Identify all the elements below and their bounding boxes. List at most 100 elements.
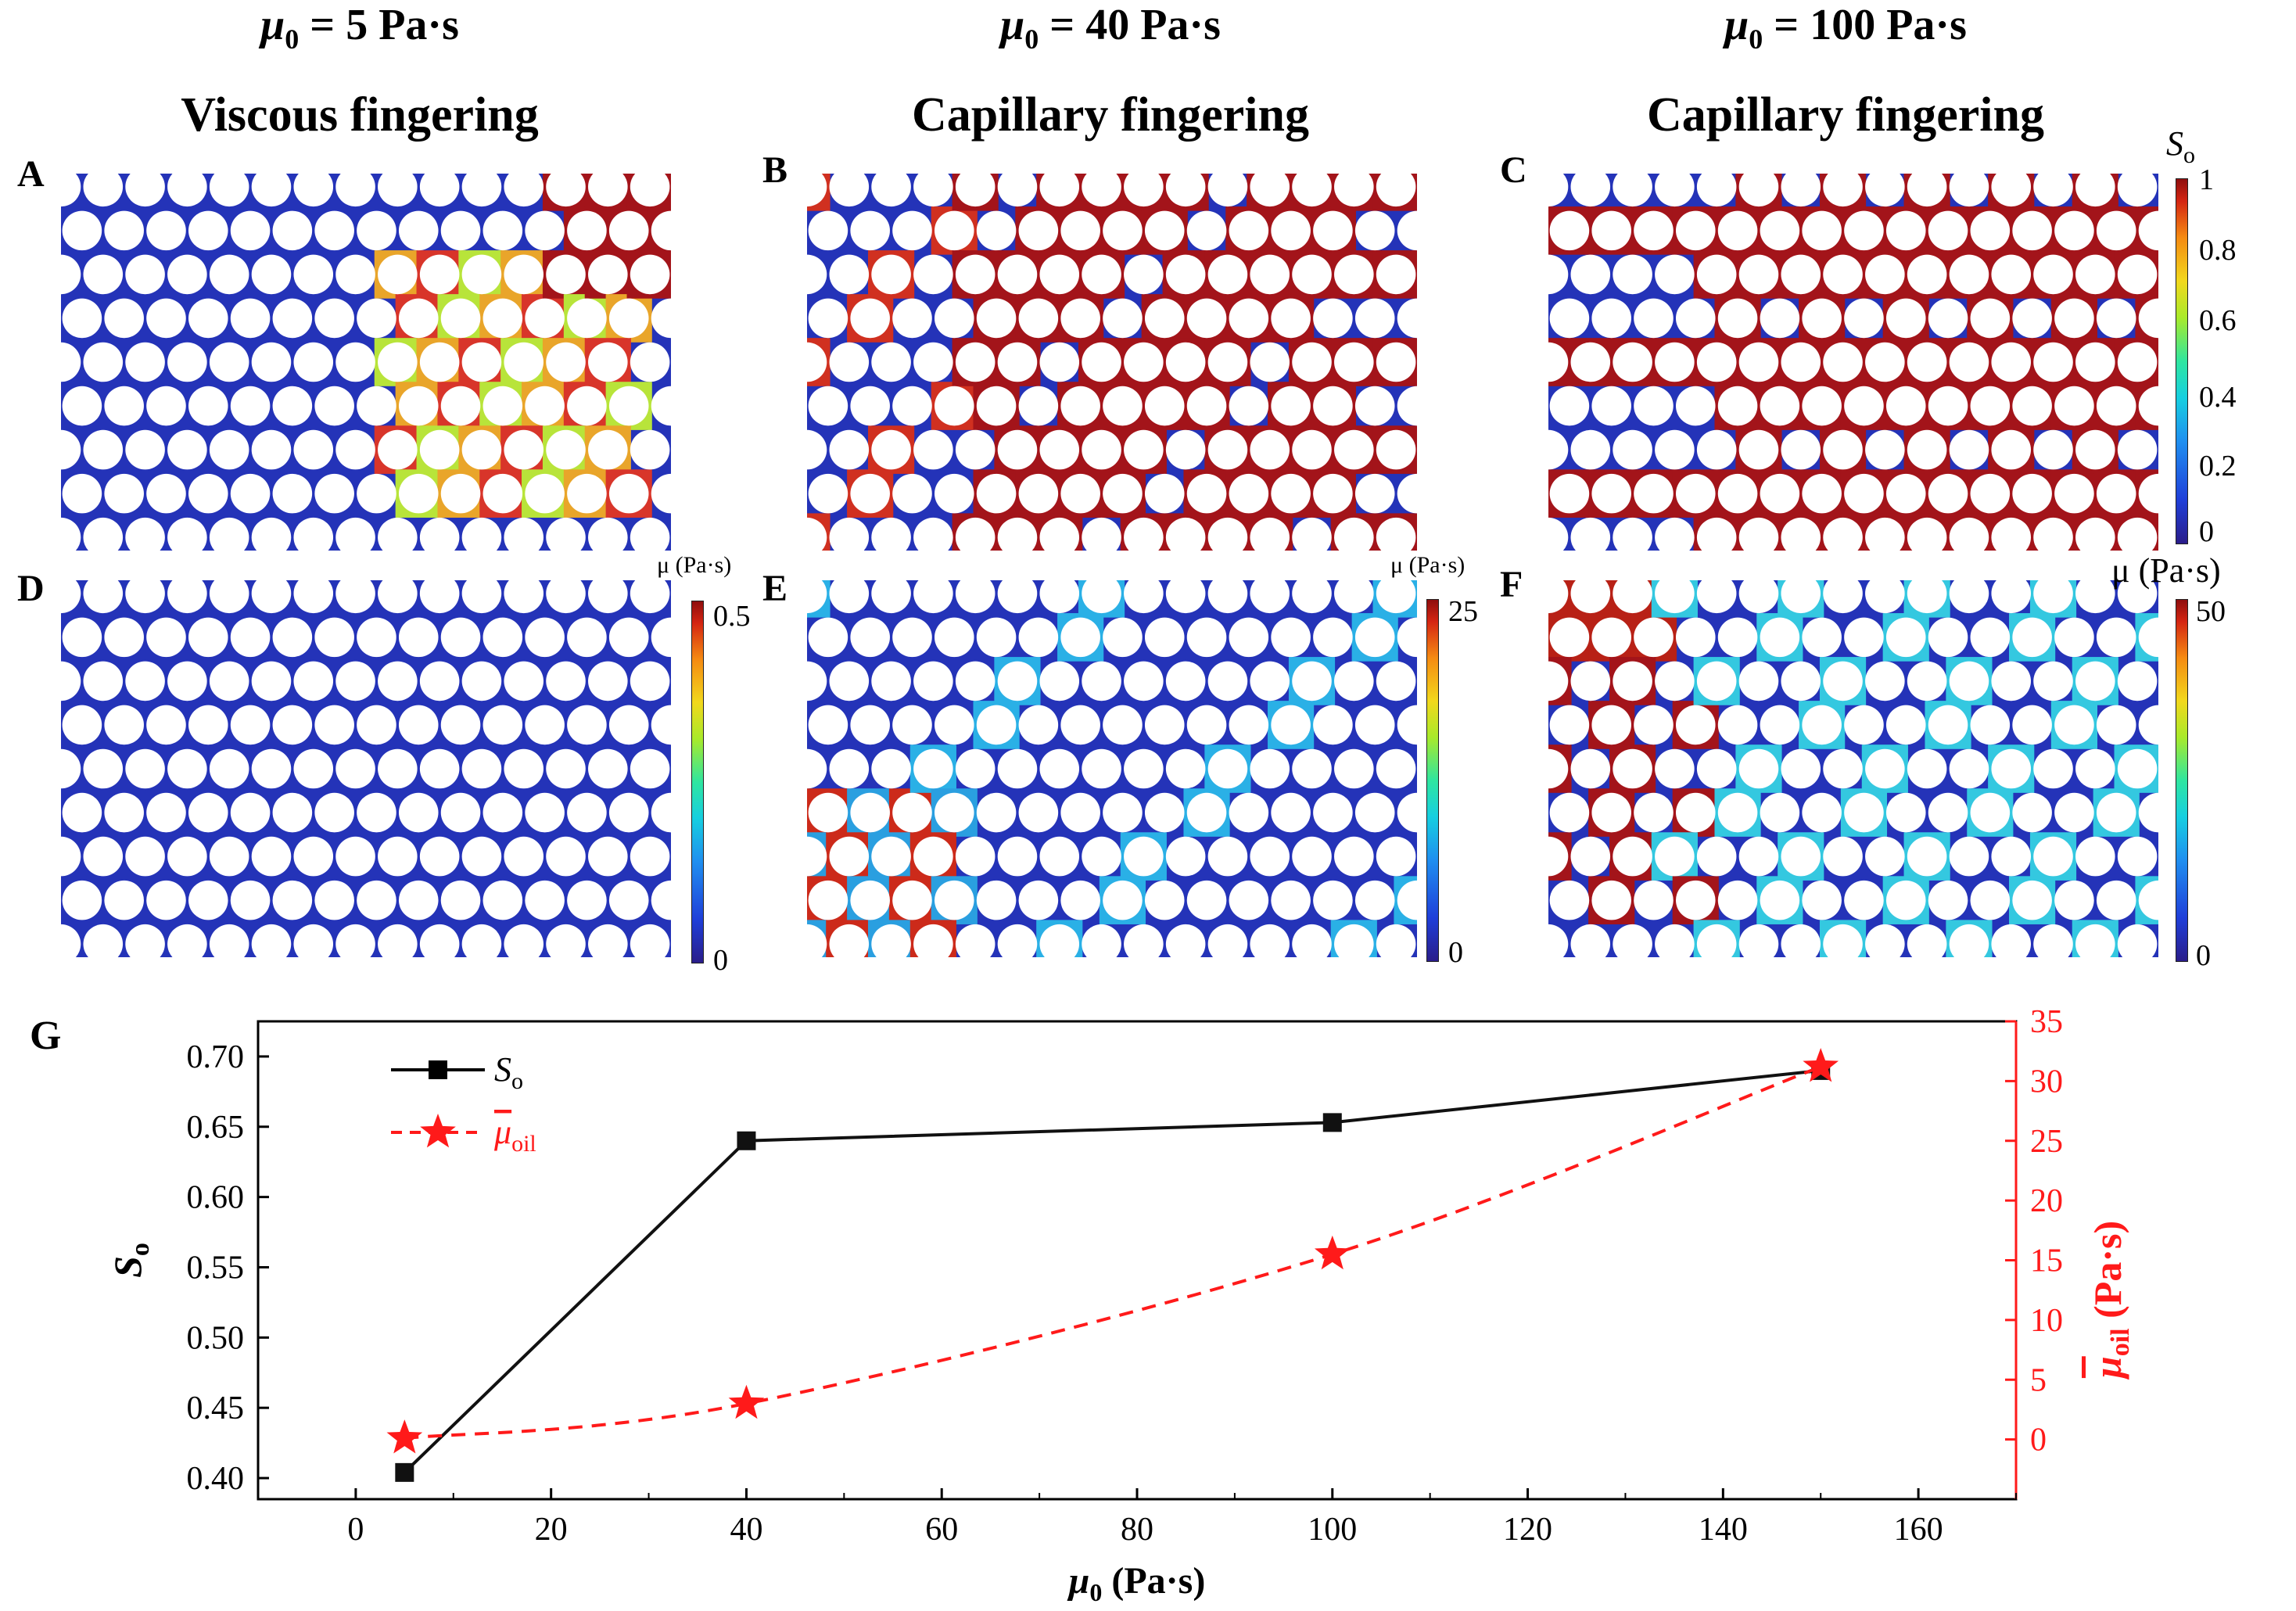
grain (1354, 386, 1395, 426)
grain (1781, 836, 1821, 877)
grain (1781, 342, 1821, 382)
grain (335, 429, 375, 470)
grain (1823, 174, 1863, 207)
grain (567, 880, 607, 920)
grain (807, 580, 827, 614)
grain (1186, 298, 1227, 339)
grain (1124, 517, 1164, 551)
grain (1207, 661, 1248, 701)
grain (1039, 661, 1080, 701)
grain (1397, 705, 1417, 745)
grain (1271, 705, 1311, 745)
grain (62, 705, 102, 745)
grain (83, 342, 124, 382)
grain (955, 342, 996, 382)
grain (1865, 836, 1905, 877)
grain (440, 880, 481, 920)
grain (1991, 517, 2031, 551)
grain (293, 174, 334, 207)
grain (2138, 705, 2158, 745)
viscosity-max-f: 50 (2196, 595, 2226, 628)
grain (807, 429, 827, 470)
grain (651, 617, 671, 658)
grain (1060, 880, 1100, 920)
grain (504, 924, 544, 957)
grain (1018, 298, 1059, 339)
grain (272, 473, 313, 514)
grain (1229, 617, 1269, 658)
grain (2138, 386, 2158, 426)
grain (808, 880, 848, 920)
grain (2054, 792, 2094, 833)
grain (335, 342, 375, 382)
grain (1802, 705, 1842, 745)
grain (1060, 473, 1100, 514)
grain (1549, 298, 1590, 339)
grain (913, 661, 953, 701)
grain (1885, 210, 1926, 251)
grain (567, 473, 607, 514)
grain (83, 174, 124, 207)
grain (146, 617, 186, 658)
grain (146, 210, 186, 251)
grain (1570, 836, 1611, 877)
grain (1082, 429, 1121, 470)
grain (1250, 580, 1290, 614)
grain (1760, 210, 1800, 251)
grain (1928, 473, 1968, 514)
grain (167, 580, 207, 614)
grain (1949, 836, 1989, 877)
grain (651, 298, 671, 339)
grain (588, 661, 628, 701)
grain (1675, 705, 1716, 745)
grain (1970, 880, 2011, 920)
grain (567, 705, 607, 745)
grain (125, 580, 165, 614)
grain (357, 617, 396, 658)
grain (2096, 210, 2136, 251)
grain (1823, 342, 1863, 382)
grain (504, 580, 544, 614)
viscosity-min-d: 0 (713, 944, 728, 977)
y-tick-label: 0.40 (187, 1461, 245, 1497)
grain (871, 836, 911, 877)
grain (608, 210, 649, 251)
grain (419, 429, 460, 470)
grain (398, 617, 439, 658)
grain (83, 748, 124, 789)
grain (378, 661, 418, 701)
grain (1738, 836, 1779, 877)
grain (651, 210, 671, 251)
grain (335, 517, 375, 551)
header-col3: μ0 = 100 Pa·s (1724, 1, 1967, 56)
grain (1292, 429, 1332, 470)
pore-network-panel-e (807, 580, 1417, 957)
grain (525, 617, 565, 658)
grain (567, 386, 607, 426)
grain (1313, 705, 1353, 745)
grain (808, 473, 848, 514)
grain (1376, 174, 1416, 207)
grain (829, 342, 870, 382)
grain (1949, 580, 1989, 614)
grain (955, 924, 996, 957)
grain (850, 705, 890, 745)
grain (314, 210, 354, 251)
y-tick-label: 0.50 (187, 1320, 245, 1356)
series-muoil-marker (386, 1419, 423, 1454)
grain (1060, 792, 1100, 833)
grain (1885, 386, 1926, 426)
grain (61, 254, 81, 295)
grain (934, 298, 974, 339)
grain (2096, 617, 2136, 658)
grain (1781, 517, 1821, 551)
grain (1844, 298, 1884, 339)
x-tick-label: 0 (347, 1512, 364, 1548)
grain (2075, 924, 2115, 957)
grain (829, 836, 870, 877)
grain (1928, 210, 1968, 251)
grain (1354, 617, 1395, 658)
grain (651, 473, 671, 514)
grain (913, 836, 953, 877)
grain (293, 748, 334, 789)
